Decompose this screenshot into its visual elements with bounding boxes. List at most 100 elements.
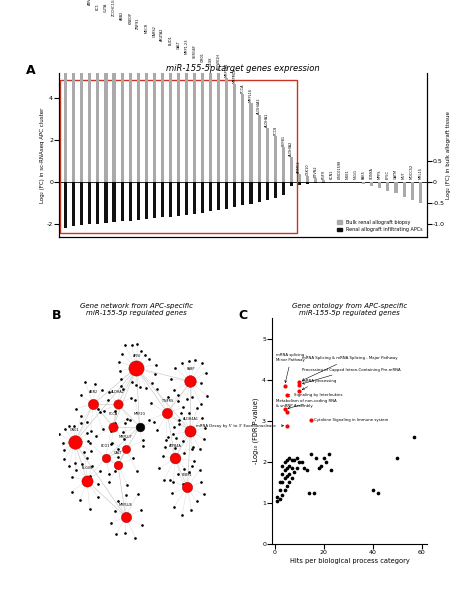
Text: AK4TA2: AK4TA2 xyxy=(160,27,164,41)
Text: NS1G: NS1G xyxy=(354,169,358,179)
Text: GALT: GALT xyxy=(176,41,181,49)
Bar xyxy=(241,94,245,182)
Point xyxy=(283,481,291,491)
Point xyxy=(369,486,376,496)
Text: MRPLU7: MRPLU7 xyxy=(119,435,132,439)
Bar xyxy=(169,182,172,217)
Point xyxy=(318,461,325,470)
Bar xyxy=(370,182,374,186)
Text: ECO1: ECO1 xyxy=(101,444,110,448)
Bar xyxy=(282,147,285,182)
Bar xyxy=(128,25,132,182)
Text: MRP2G: MRP2G xyxy=(134,412,146,416)
X-axis label: Hits per biological process category: Hits per biological process category xyxy=(290,558,410,564)
Bar xyxy=(298,174,301,182)
Text: Metabolism of non-coding RNA
& snRNP Assembly: Metabolism of non-coding RNA & snRNP Ass… xyxy=(276,399,337,409)
Text: CARS2: CARS2 xyxy=(152,25,156,37)
Bar xyxy=(120,21,124,182)
Text: APNI: APNI xyxy=(133,354,140,357)
Point xyxy=(283,463,291,473)
Bar xyxy=(153,182,156,218)
Bar xyxy=(137,182,140,220)
Y-axis label: Log₂ (FC) in bulk allograft tissue: Log₂ (FC) in bulk allograft tissue xyxy=(446,111,451,199)
Point xyxy=(308,448,315,458)
Point xyxy=(374,488,382,497)
Bar xyxy=(104,182,108,223)
Point xyxy=(295,386,303,396)
Text: ALDHA2: ALDHA2 xyxy=(111,390,125,394)
Text: ALDH4A1: ALDH4A1 xyxy=(182,417,199,421)
Point xyxy=(286,477,293,487)
Text: ARMC2: ARMC2 xyxy=(297,160,301,173)
Bar xyxy=(217,71,220,182)
Text: mRNA Splicing & mRNA Splicing - Major Pathway: mRNA Splicing & mRNA Splicing - Major Pa… xyxy=(301,356,397,381)
Point xyxy=(288,474,296,483)
Point xyxy=(322,457,330,467)
Point xyxy=(293,453,301,463)
Bar xyxy=(201,63,204,182)
Text: ALDH4A2: ALDH4A2 xyxy=(257,98,261,114)
Text: PCC8: PCC8 xyxy=(273,126,277,135)
Bar xyxy=(72,0,75,182)
Point xyxy=(183,483,191,492)
Text: GALT: GALT xyxy=(114,451,122,455)
Point xyxy=(310,488,318,497)
Point xyxy=(187,426,194,436)
Point xyxy=(393,453,401,463)
Text: SERG6F: SERG6F xyxy=(192,44,197,58)
Bar xyxy=(249,182,253,204)
Point xyxy=(281,381,288,391)
Bar xyxy=(64,182,67,229)
Bar xyxy=(112,16,116,182)
Point xyxy=(286,453,293,463)
Bar xyxy=(322,180,325,182)
Bar xyxy=(88,6,91,182)
Bar xyxy=(225,182,228,210)
Bar xyxy=(64,0,67,182)
Bar xyxy=(362,182,365,185)
Text: CUTA: CUTA xyxy=(104,2,108,12)
Text: ETVN2: ETVN2 xyxy=(313,166,318,177)
Text: FABP: FABP xyxy=(186,367,195,371)
Bar xyxy=(314,178,317,182)
Bar xyxy=(161,182,164,218)
Text: PEPB1: PEPB1 xyxy=(281,134,285,146)
Bar xyxy=(386,182,390,191)
Text: ZNF91: ZNF91 xyxy=(136,17,140,29)
Point xyxy=(320,453,328,463)
Text: MECR: MECR xyxy=(144,23,148,33)
Text: MRPLU8: MRPLU8 xyxy=(119,503,132,507)
Text: MRL15: MRL15 xyxy=(418,167,422,179)
Point xyxy=(327,465,335,475)
Text: PEBP1: PEBP1 xyxy=(182,474,192,477)
Bar xyxy=(128,182,132,221)
Text: ATPW01H: ATPW01H xyxy=(217,53,221,70)
Point xyxy=(312,453,320,463)
Text: KCN1: KCN1 xyxy=(329,170,334,179)
Y-axis label: Log₂ (FC) in sc-RNAseq APC cluster: Log₂ (FC) in sc-RNAseq APC cluster xyxy=(40,108,46,203)
Bar xyxy=(249,103,253,182)
Bar xyxy=(185,182,188,214)
Point xyxy=(288,455,296,464)
Point xyxy=(298,457,305,467)
Bar xyxy=(217,182,220,210)
Point xyxy=(291,455,298,464)
Text: GN01: GN01 xyxy=(70,428,80,432)
Bar xyxy=(265,128,269,182)
Text: mRNA splicing -
Minor Pathway: mRNA splicing - Minor Pathway xyxy=(276,353,307,382)
Text: FGF9: FGF9 xyxy=(321,170,326,179)
Point xyxy=(286,469,293,479)
Bar xyxy=(282,182,285,195)
Bar xyxy=(410,182,414,200)
Point xyxy=(276,494,283,503)
Bar xyxy=(88,182,91,224)
Point xyxy=(278,461,286,470)
Text: MRP134: MRP134 xyxy=(225,62,229,76)
Bar xyxy=(306,176,309,182)
Bar xyxy=(265,182,269,200)
Point xyxy=(278,469,286,479)
Y-axis label: -Log₁₀ (FDR P-value): -Log₁₀ (FDR P-value) xyxy=(253,398,259,464)
Point xyxy=(281,457,288,467)
Bar xyxy=(96,182,100,224)
Text: MRPMC2: MRPMC2 xyxy=(233,68,237,83)
